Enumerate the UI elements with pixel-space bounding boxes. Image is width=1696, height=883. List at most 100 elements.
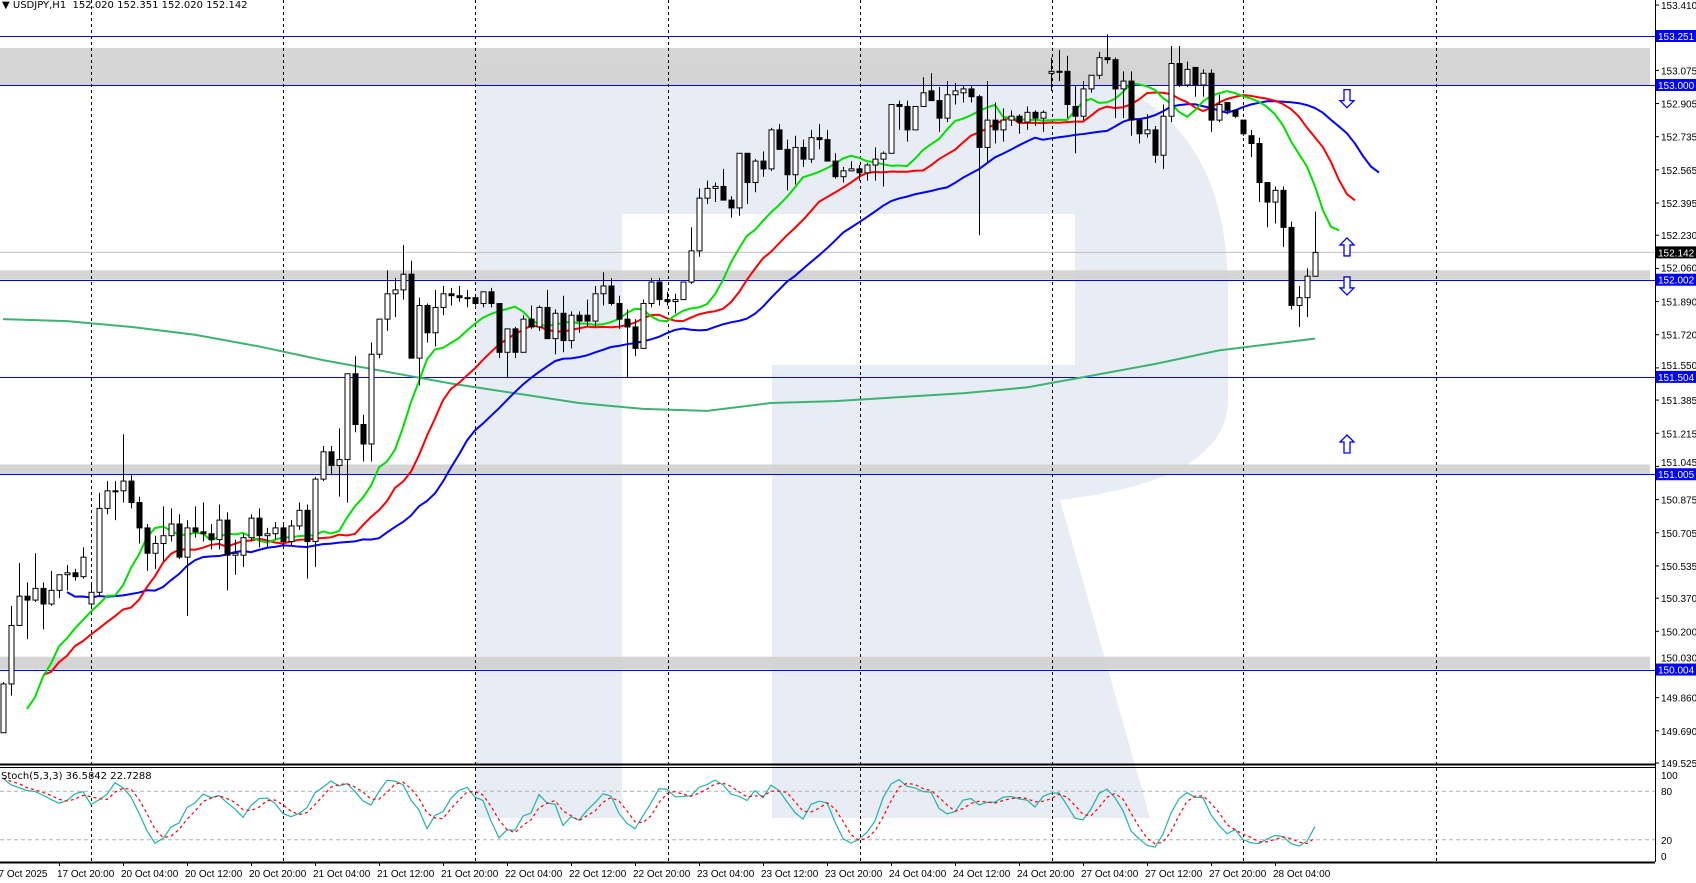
candle-body (264, 533, 271, 537)
candle-body (152, 543, 159, 554)
candle-body (288, 525, 295, 543)
candle-body (184, 527, 191, 558)
candle (192, 506, 199, 538)
candle-body (808, 137, 815, 160)
candle (136, 496, 143, 544)
candle (288, 520, 295, 546)
time-label: 21 Oct 20:00 (441, 869, 499, 880)
price-tick-label: 149.690 (1661, 727, 1696, 738)
candle-body (1304, 275, 1311, 299)
candle-body (712, 185, 719, 189)
candle-body (640, 303, 647, 349)
candle-body (760, 160, 767, 170)
candle-body (912, 105, 919, 131)
candle (56, 574, 63, 599)
candle (1000, 108, 1007, 142)
alligator-lips-line (26, 82, 1340, 710)
candle-body (560, 312, 567, 342)
time-axis[interactable]: 17 Oct 2025 17 Oct 20:00 20 Oct 04:00 20 Oc… (0, 862, 1331, 880)
candle-body (320, 451, 327, 480)
price-tick-label: 149.860 (1661, 694, 1696, 705)
candle (744, 152, 751, 205)
long-ma-line (2, 318, 1316, 412)
arrow-up-icon (1338, 434, 1356, 454)
price-tick-label: 152.565 (1661, 166, 1696, 177)
stochastic-title: Stoch(5,3,3) 36.5842 22.7288 (1, 771, 152, 782)
arrow-up-icon (1338, 237, 1356, 257)
candle-body (1032, 111, 1039, 119)
candle (1312, 211, 1319, 277)
stochastic-panel (0, 777, 1655, 848)
candle (696, 188, 703, 257)
price-tick-label: 151.550 (1661, 361, 1696, 372)
candle (1224, 102, 1231, 115)
candle (1064, 55, 1071, 119)
stoch-axis-label: 0 (1661, 852, 1667, 863)
candle (432, 289, 439, 347)
candle-body (0, 683, 7, 734)
level-price-tag (1656, 370, 1696, 383)
candle (888, 104, 895, 154)
candle (280, 523, 287, 546)
candle-body (600, 285, 607, 295)
price-tick-label: 150.200 (1661, 627, 1696, 638)
stoch-main-value: 36.5842 (65, 771, 108, 782)
candle-body (904, 105, 911, 131)
candle-body (64, 572, 71, 576)
open-value: 152.020 (72, 0, 114, 11)
candle (1152, 125, 1159, 164)
price-tick-label: 151.385 (1661, 396, 1696, 407)
price-tick-label: 151.045 (1661, 458, 1696, 469)
candle-body (1040, 111, 1047, 119)
high-value: 152.351 (117, 0, 159, 11)
candle (176, 514, 183, 560)
candle (512, 326, 519, 359)
candle-body (608, 285, 615, 305)
candle (1272, 186, 1279, 224)
candle (824, 129, 831, 162)
price-tick-label: 153.075 (1661, 66, 1696, 77)
candle-body (24, 595, 31, 601)
candle (736, 152, 743, 216)
candle-body (936, 100, 943, 119)
candle (472, 295, 479, 306)
candle (968, 84, 975, 103)
price-tick-label: 152.395 (1661, 199, 1696, 210)
candle-body (648, 281, 655, 305)
candle (448, 287, 455, 306)
candle-body (144, 527, 151, 554)
candle-body (1232, 109, 1239, 117)
candle-body (840, 170, 847, 178)
stoch-label: Stoch(5,3,3) (1, 771, 63, 782)
price-tick-label: 151.720 (1661, 331, 1696, 342)
candle (296, 502, 303, 530)
candle (720, 168, 727, 201)
candle (40, 582, 47, 630)
candle (952, 83, 959, 105)
candle-body (136, 502, 143, 529)
candle-body (1224, 102, 1231, 111)
time-label: 17 Oct 20:00 (57, 869, 115, 880)
close-value: 152.142 (206, 0, 248, 11)
candle (496, 303, 503, 359)
candle-body (872, 158, 879, 166)
candle (608, 278, 615, 306)
price-axis[interactable]: 153.410 153.075 152.905 152.735 152.565 152.3… (1655, 1, 1696, 863)
candle-body (256, 517, 263, 537)
candle (1104, 34, 1111, 64)
candle-body (1176, 63, 1183, 86)
candle-body (992, 119, 999, 131)
candle-body (528, 318, 535, 328)
candle-body (392, 289, 399, 295)
collapse-triangle-icon[interactable]: ▼ (2, 0, 10, 11)
candle (816, 124, 823, 150)
time-label: 24 Oct 20:00 (1017, 869, 1075, 880)
current-price-label: 152.142 (1658, 248, 1695, 259)
candle-body (96, 507, 103, 593)
candle-body (584, 314, 591, 322)
horizontal-levels[interactable] (0, 36, 1655, 671)
stoch-signal-value: 22.7288 (110, 771, 152, 782)
candle (1256, 137, 1263, 203)
candle-body (1256, 143, 1263, 184)
